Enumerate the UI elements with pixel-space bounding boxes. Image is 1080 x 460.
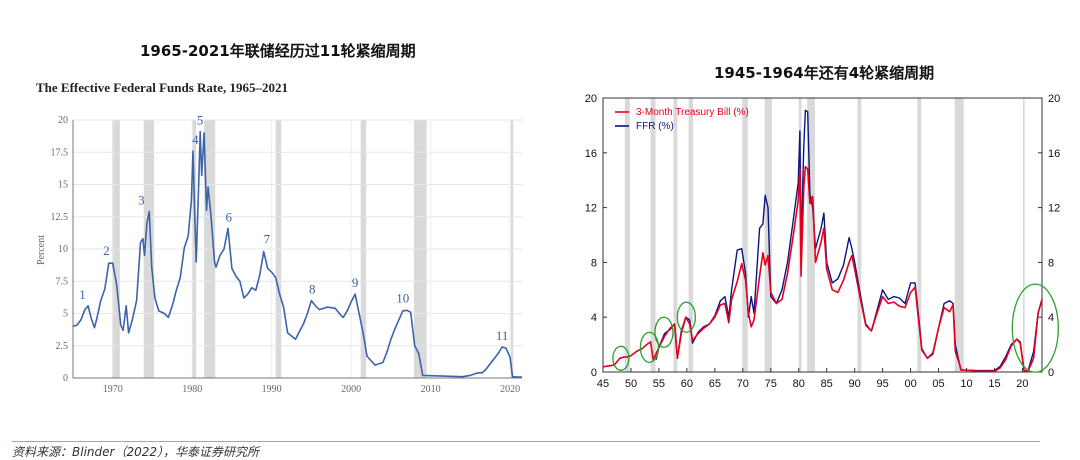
y-axis-label: Percent	[36, 235, 47, 265]
x-tick-label: 1990	[262, 384, 282, 395]
highlight-ellipse	[612, 345, 630, 371]
right-chart-title: 1945-1964年还有4轮紧缩周期	[714, 64, 935, 82]
legend-label-tbill: 3-Month Treasury Bill (%)	[636, 107, 749, 118]
y-tick-label: 2.5	[56, 341, 69, 352]
x-tick-label: 15	[988, 378, 1000, 390]
x-tick-label: 1980	[182, 384, 202, 395]
y-tick-label: 8	[591, 257, 597, 269]
cycle-label: 7	[264, 231, 271, 246]
highlight-ellipse	[676, 301, 696, 333]
x-tick-label: 65	[709, 378, 721, 390]
highlight-ellipse	[1011, 283, 1059, 373]
x-tick-label: 50	[625, 378, 637, 390]
y2-tick-label: 20	[1048, 93, 1060, 105]
cycle-label: 5	[197, 113, 204, 128]
x-tick-label: 10	[960, 378, 972, 390]
x-tick-label: 55	[653, 378, 665, 390]
cycle-label: 11	[496, 328, 509, 343]
recession-band	[742, 98, 748, 372]
source-note: 资料来源：Blinder（2022），华泰证券研究所	[12, 445, 259, 459]
x-tick-label: 2020	[500, 384, 520, 395]
y-tick-label: 17.5	[51, 147, 69, 158]
highlight-ellipse	[639, 331, 660, 363]
ffr-series-line	[655, 109, 1043, 372]
cycle-label: 4	[192, 132, 199, 147]
y-tick-label: 5	[63, 309, 68, 320]
plot-frame	[602, 97, 1043, 373]
y-tick-label: 7.5	[56, 276, 69, 287]
cycle-label: 1	[79, 287, 86, 302]
y-tick-label: 10	[58, 244, 68, 255]
x-tick-label: 2000	[341, 384, 361, 395]
tbill-ffr-chart: 0 4 8 12 16 20 0 4 8 12 16 20 45 50 55 60 65 70 75 80 85 90 95…	[585, 93, 1061, 390]
cycle-label: 9	[352, 275, 359, 290]
recession-band	[688, 98, 694, 372]
ffr-line	[72, 130, 522, 378]
cycle-label: 8	[309, 282, 316, 297]
y2-tick-label: 8	[1048, 257, 1054, 269]
legend-label-ffr: FFR (%)	[636, 121, 674, 132]
y2-tick-label: 4	[1048, 312, 1054, 324]
y-tick-label: 20	[585, 93, 597, 105]
recession-band	[673, 98, 678, 372]
x-tick-label: 1970	[103, 384, 123, 395]
x-tick-label: 2010	[421, 384, 441, 395]
y-tick-label: 15	[58, 180, 68, 191]
x-tick-label: 80	[793, 378, 805, 390]
x-tick-label: 75	[765, 378, 777, 390]
y-tick-label: 4	[591, 312, 597, 324]
x-tick-label: 20	[1016, 378, 1028, 390]
left-chart-subtitle: The Effective Federal Funds Rate, 1965–2…	[36, 80, 289, 95]
highlight-ellipse	[654, 316, 674, 348]
source-divider	[12, 441, 1040, 442]
y2-tick-label: 0	[1048, 367, 1054, 379]
x-tick-label: 05	[932, 378, 944, 390]
x-tick-label: 45	[597, 378, 609, 390]
x-tick-label: 95	[876, 378, 888, 390]
cycle-label: 2	[103, 243, 110, 258]
y-tick-label: 16	[585, 148, 597, 160]
x-tick-label: 85	[821, 378, 833, 390]
x-tick-label: 70	[737, 378, 749, 390]
tbill-series-line	[602, 165, 1043, 373]
y-tick-label: 20	[58, 115, 68, 126]
recession-band	[624, 98, 630, 372]
cycle-label: 10	[396, 291, 409, 306]
y-tick-label: 0	[591, 367, 597, 379]
x-tick-label: 00	[904, 378, 916, 390]
recession-band	[917, 98, 922, 372]
recession-band	[857, 98, 862, 372]
recession-band	[954, 98, 964, 372]
recession-band	[650, 98, 656, 372]
recession-band	[1022, 98, 1025, 372]
recession-band	[807, 98, 815, 372]
y2-tick-label: 16	[1048, 148, 1060, 160]
cycle-label: 3	[138, 193, 145, 208]
x-tick-label: 90	[849, 378, 861, 390]
cycle-label: 6	[226, 209, 233, 224]
y2-tick-label: 12	[1048, 203, 1060, 215]
x-tick-label: 60	[681, 378, 693, 390]
left-chart-title: 1965-2021年联储经历过11轮紧缩周期	[140, 42, 416, 60]
y-tick-label: 12.5	[51, 212, 69, 223]
y-tick-label: 0	[63, 373, 68, 384]
y-tick-label: 12	[585, 203, 597, 215]
